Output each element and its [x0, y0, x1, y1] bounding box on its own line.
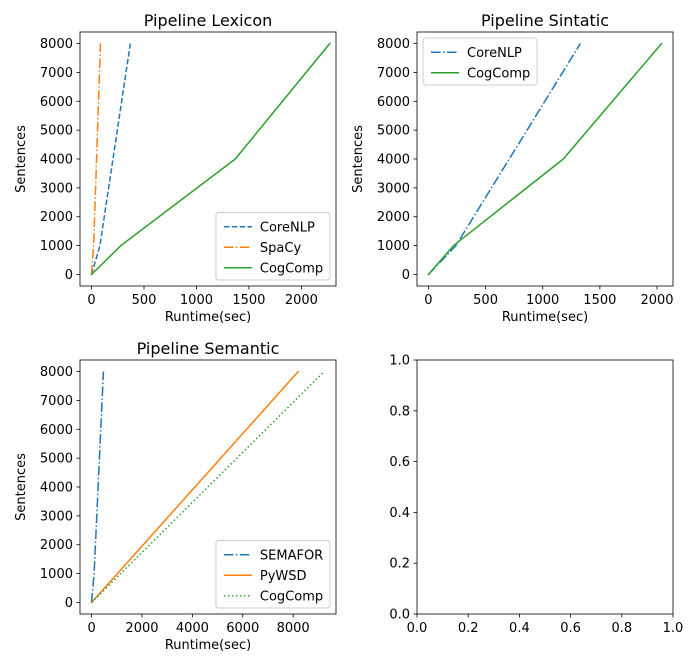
legend-label-cogcomp: CogComp: [260, 261, 323, 276]
x-tick-label: 1500: [583, 293, 616, 308]
x-tick-label: 0: [424, 293, 432, 308]
y-tick-label: 7000: [377, 66, 410, 81]
y-tick-label: 0.4: [389, 506, 410, 521]
chart-title: Pipeline Sintatic: [481, 11, 609, 30]
y-tick-label: 4000: [40, 153, 73, 168]
x-tick-label: 1000: [180, 293, 213, 308]
y-tick-label: 5000: [377, 124, 410, 139]
y-tick-label: 0.6: [389, 455, 410, 470]
chart-title: Pipeline Lexicon: [144, 11, 273, 30]
x-axis-label: Runtime(sec): [165, 310, 251, 325]
y-tick-label: 6000: [40, 423, 73, 438]
x-tick-label: 1000: [526, 293, 559, 308]
series-line-semafor: [90, 371, 105, 603]
y-tick-label: 1000: [40, 567, 73, 582]
axes-frame: [416, 359, 674, 615]
y-tick-label: 4000: [40, 481, 73, 496]
legend-label-corenlp: CoreNLP: [467, 46, 522, 61]
legend-label-cogcomp: CogComp: [260, 589, 323, 604]
chart-title: Pipeline Semantic: [137, 339, 280, 358]
y-tick-label: 0: [65, 596, 73, 611]
x-tick-label: 4000: [176, 621, 209, 636]
y-tick-label: 5000: [40, 452, 73, 467]
legend-label-pywsd: PyWSD: [260, 569, 307, 584]
legend-label-corenlp: CoreNLP: [260, 220, 315, 235]
legend: SEMAFOR PyWSD CogComp: [215, 540, 331, 609]
subplot-2: 0 500 1000 1500 2000 0 1000 2000 3000 4000 5000 600…: [351, 11, 674, 325]
x-tick-label: 1500: [232, 293, 265, 308]
y-tick-label: 1.0: [389, 354, 410, 369]
x-tick-label: 0: [87, 621, 95, 636]
y-tick-label: 0: [65, 268, 73, 283]
legend: CoreNLP CogComp: [422, 37, 538, 86]
y-tick-label: 3000: [40, 181, 73, 196]
y-tick-label: 2000: [377, 210, 410, 225]
x-axis-label: Runtime(sec): [165, 638, 251, 653]
x-tick-label: 0.8: [611, 621, 632, 636]
y-tick-label: 0: [402, 268, 410, 283]
series-line-cogcomp: [91, 371, 325, 603]
subplot-4: 0.0 0.2 0.4 0.6 0.8 1.0 0.0 0.2 0.4 0.6 0.8 1.0: [389, 354, 683, 637]
series-line-spacy: [90, 43, 102, 275]
y-tick-label: 0.0: [389, 608, 410, 623]
legend-label-cogcomp: CogComp: [467, 66, 530, 81]
series-line-corenlp: [90, 43, 132, 275]
series-line-pywsd: [90, 370, 300, 604]
legend-box: [215, 540, 331, 609]
y-tick-label: 0.2: [389, 557, 410, 572]
x-tick-label: 0.0: [407, 621, 428, 636]
legend-label-semafor: SEMAFOR: [260, 548, 323, 563]
legend-label-spacy: SpaCy: [260, 241, 302, 256]
y-tick-label: 8000: [40, 37, 73, 52]
subplot-3: 0 2000 4000 6000 8000 0 1000 2000 3000 4000 5000 60…: [14, 339, 337, 653]
y-tick-label: 4000: [377, 153, 410, 168]
x-tick-label: 8000: [277, 621, 310, 636]
x-tick-label: 2000: [640, 293, 673, 308]
x-tick-label: 0.6: [560, 621, 581, 636]
y-tick-label: 8000: [40, 365, 73, 380]
y-axis-label: Sentences: [351, 125, 366, 193]
series-line-cogcomp: [427, 42, 663, 276]
x-axis-label: Runtime(sec): [502, 310, 588, 325]
y-axis-label: Sentences: [14, 125, 29, 193]
y-tick-label: 0.8: [389, 404, 410, 419]
x-tick-label: 500: [473, 293, 498, 308]
y-tick-label: 8000: [377, 37, 410, 52]
x-tick-label: 0: [87, 293, 95, 308]
x-tick-label: 1.0: [663, 621, 684, 636]
y-tick-label: 7000: [40, 66, 73, 81]
legend-box: [215, 212, 331, 281]
y-tick-label: 1000: [377, 239, 410, 254]
y-tick-label: 2000: [40, 538, 73, 553]
subplot-1: 0 500 1000 1500 2000 0 1000 2000 3000 4000 5000 600…: [14, 11, 337, 325]
x-tick-label: 6000: [226, 621, 259, 636]
legend: CoreNLP SpaCy CogComp: [215, 212, 331, 281]
x-tick-label: 2000: [125, 621, 158, 636]
y-tick-label: 3000: [40, 509, 73, 524]
x-tick-label: 0.2: [458, 621, 479, 636]
y-tick-label: 5000: [40, 124, 73, 139]
y-tick-label: 1000: [40, 239, 73, 254]
series-line-cogcomp: [90, 42, 331, 276]
x-tick-label: 0.4: [509, 621, 530, 636]
y-tick-label: 2000: [40, 210, 73, 225]
y-tick-label: 6000: [40, 95, 73, 110]
y-tick-label: 6000: [377, 95, 410, 110]
y-tick-label: 3000: [377, 181, 410, 196]
y-axis-label: Sentences: [14, 453, 29, 521]
y-tick-label: 7000: [40, 394, 73, 409]
x-tick-label: 500: [132, 293, 157, 308]
x-tick-label: 2000: [285, 293, 318, 308]
